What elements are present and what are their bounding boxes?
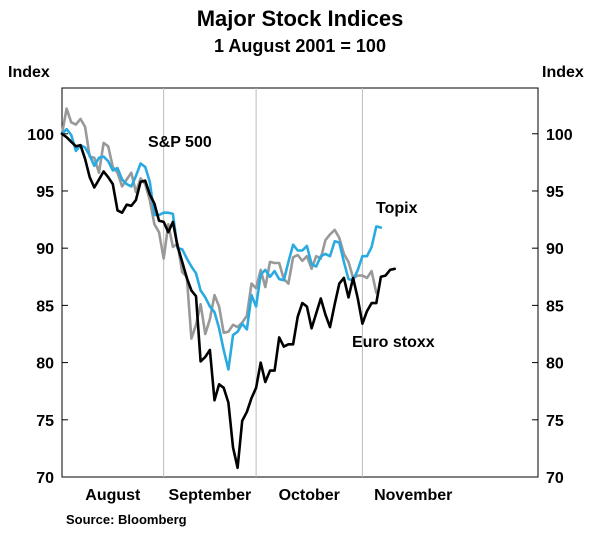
left-axis-unit: Index [8,64,50,81]
month-label: November [374,487,452,504]
right-axis-unit: Index [542,64,584,81]
label-layer: S&P 500 Topix Euro stoxx [148,134,435,351]
ytick-left-label: 90 [36,241,54,258]
chart-subtitle: 1 August 2001 = 100 [214,36,386,56]
month-label: September [169,487,252,504]
label-euro-stoxx: Euro stoxx [352,334,435,351]
ytick-left-label: 70 [36,470,54,487]
series-line-topix [60,107,378,340]
ytick-right-label: 95 [546,184,564,201]
label-topix: Topix [376,200,418,217]
ytick-right-label: 80 [546,356,564,373]
ytick-left-label: 80 [36,356,54,373]
source-note: Source: Bloomberg [66,512,187,527]
label-sp500: S&P 500 [148,134,212,151]
grid-layer [163,88,363,477]
chart-title: Major Stock Indices [196,6,404,31]
ytick-right-label: 100 [546,127,573,144]
series-layer [60,107,397,470]
series-line-s-p-500 [60,132,397,470]
month-label: October [279,487,340,504]
ytick-left-label: 95 [36,184,54,201]
tick-layer: 70 70 75 75 80 80 85 85 90 90 95 95 100 100 August Sept… [27,127,573,504]
ytick-right-label: 90 [546,241,564,258]
ytick-left-label: 75 [36,413,54,430]
ytick-left-label: 85 [36,298,54,315]
series-line-euro-stoxx [60,127,383,371]
ytick-right-label: 85 [546,298,564,315]
ytick-right-label: 70 [546,470,564,487]
plot-frame [61,87,539,478]
month-label: August [85,487,141,504]
ytick-left-label: 100 [27,127,54,144]
ytick-right-label: 75 [546,413,564,430]
